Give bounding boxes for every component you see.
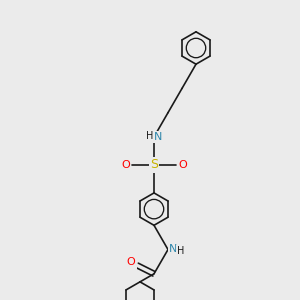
Text: H: H [146,131,154,141]
Text: O: O [178,160,187,170]
Text: N: N [154,132,162,142]
Text: N: N [169,244,177,254]
Text: H: H [177,245,185,256]
Text: O: O [127,257,136,267]
Text: O: O [121,160,130,170]
Text: S: S [150,158,158,171]
